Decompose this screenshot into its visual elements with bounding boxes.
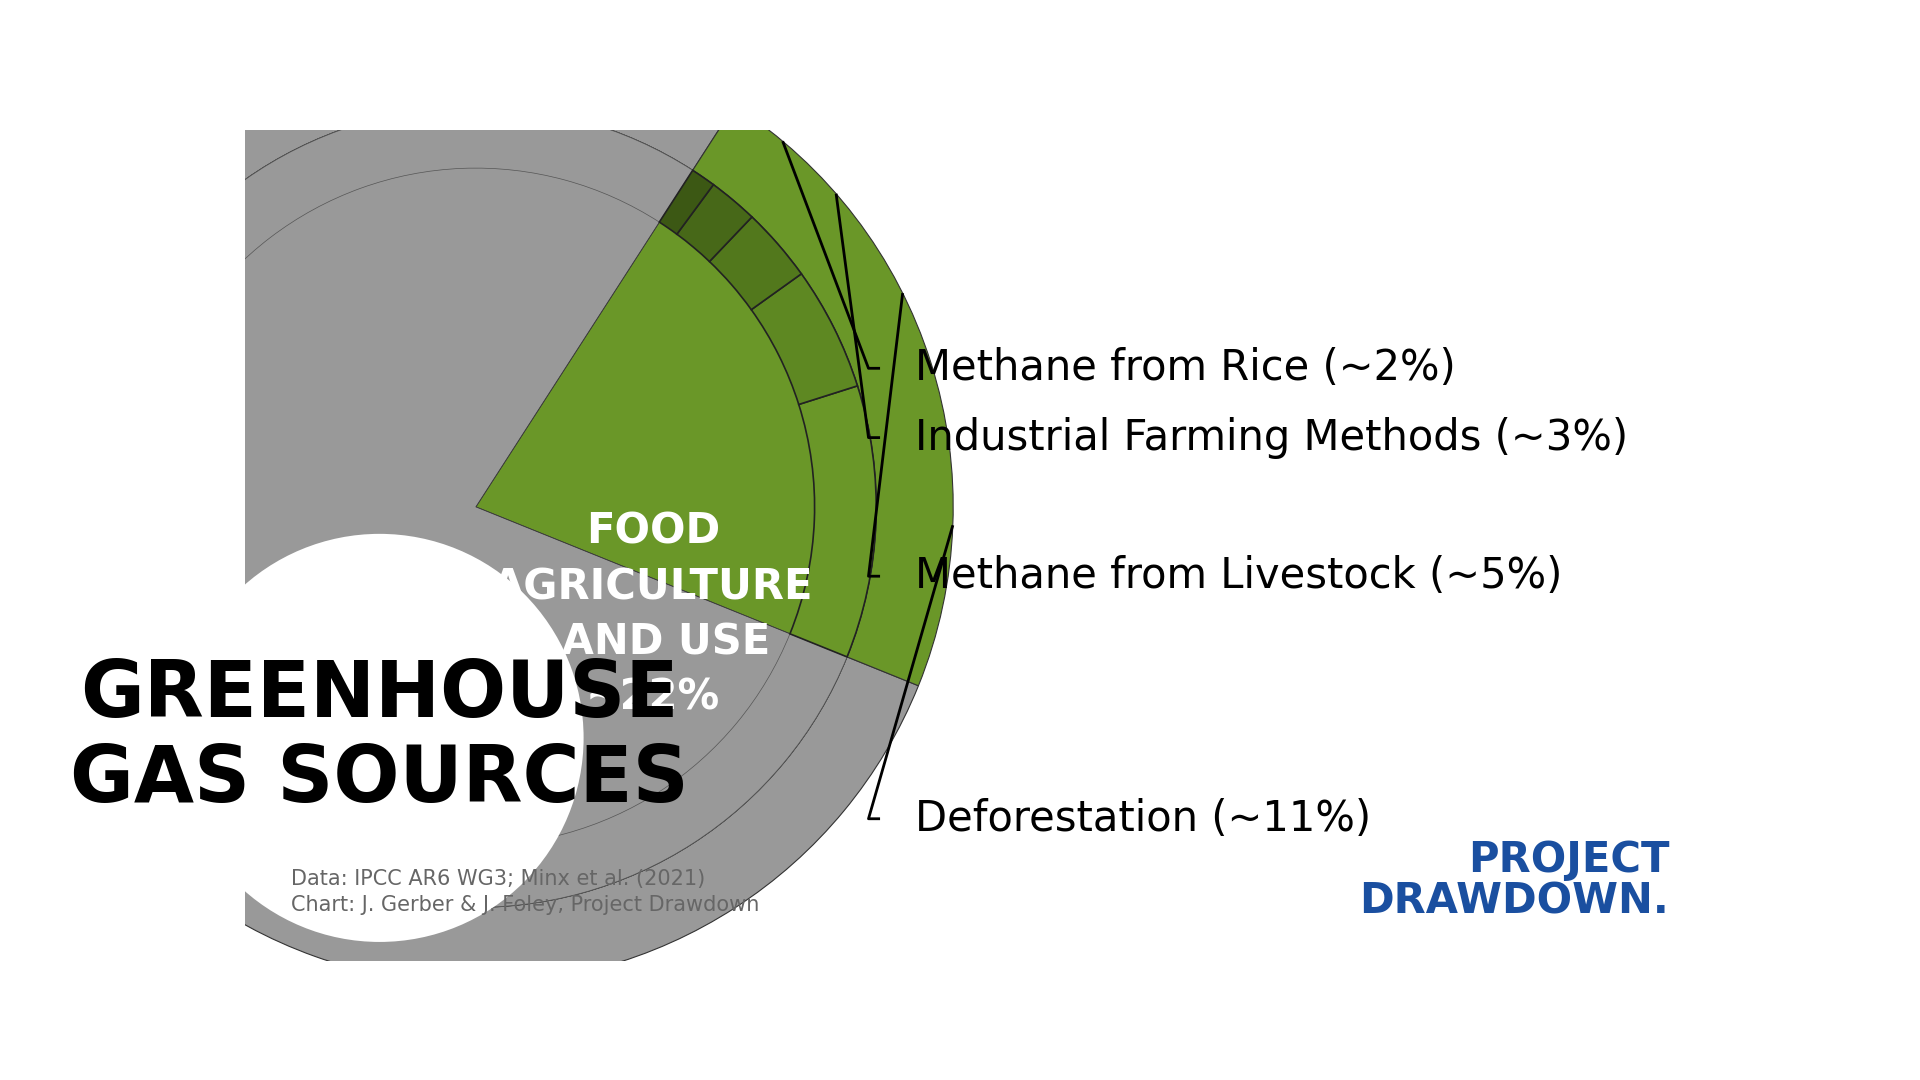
- Text: Methane from Rice (~2%): Methane from Rice (~2%): [914, 348, 1455, 389]
- Wedge shape: [476, 171, 876, 657]
- Text: GREENHOUSE
GAS SOURCES: GREENHOUSE GAS SOURCES: [71, 658, 689, 819]
- Wedge shape: [0, 29, 918, 984]
- Text: Data: IPCC AR6 WG3; Minx et al. (2021)
Chart: J. Gerber & J. Foley, Project Draw: Data: IPCC AR6 WG3; Minx et al. (2021) C…: [292, 868, 760, 915]
- Wedge shape: [678, 185, 753, 261]
- Circle shape: [175, 534, 584, 942]
- Text: FOOD
AGRICULTURE
LAND USE
~22%: FOOD AGRICULTURE LAND USE ~22%: [492, 511, 814, 718]
- Text: PROJECT
DRAWDOWN.: PROJECT DRAWDOWN.: [1359, 839, 1668, 922]
- Text: Deforestation (~11%): Deforestation (~11%): [914, 798, 1371, 840]
- Text: Industrial Farming Methods (~3%): Industrial Farming Methods (~3%): [914, 417, 1628, 459]
- Wedge shape: [659, 171, 714, 234]
- Wedge shape: [789, 386, 876, 657]
- Wedge shape: [75, 107, 847, 907]
- Wedge shape: [693, 106, 952, 686]
- Wedge shape: [710, 217, 801, 310]
- Wedge shape: [751, 274, 858, 404]
- Text: Methane from Livestock (~5%): Methane from Livestock (~5%): [914, 555, 1563, 597]
- Wedge shape: [75, 107, 847, 907]
